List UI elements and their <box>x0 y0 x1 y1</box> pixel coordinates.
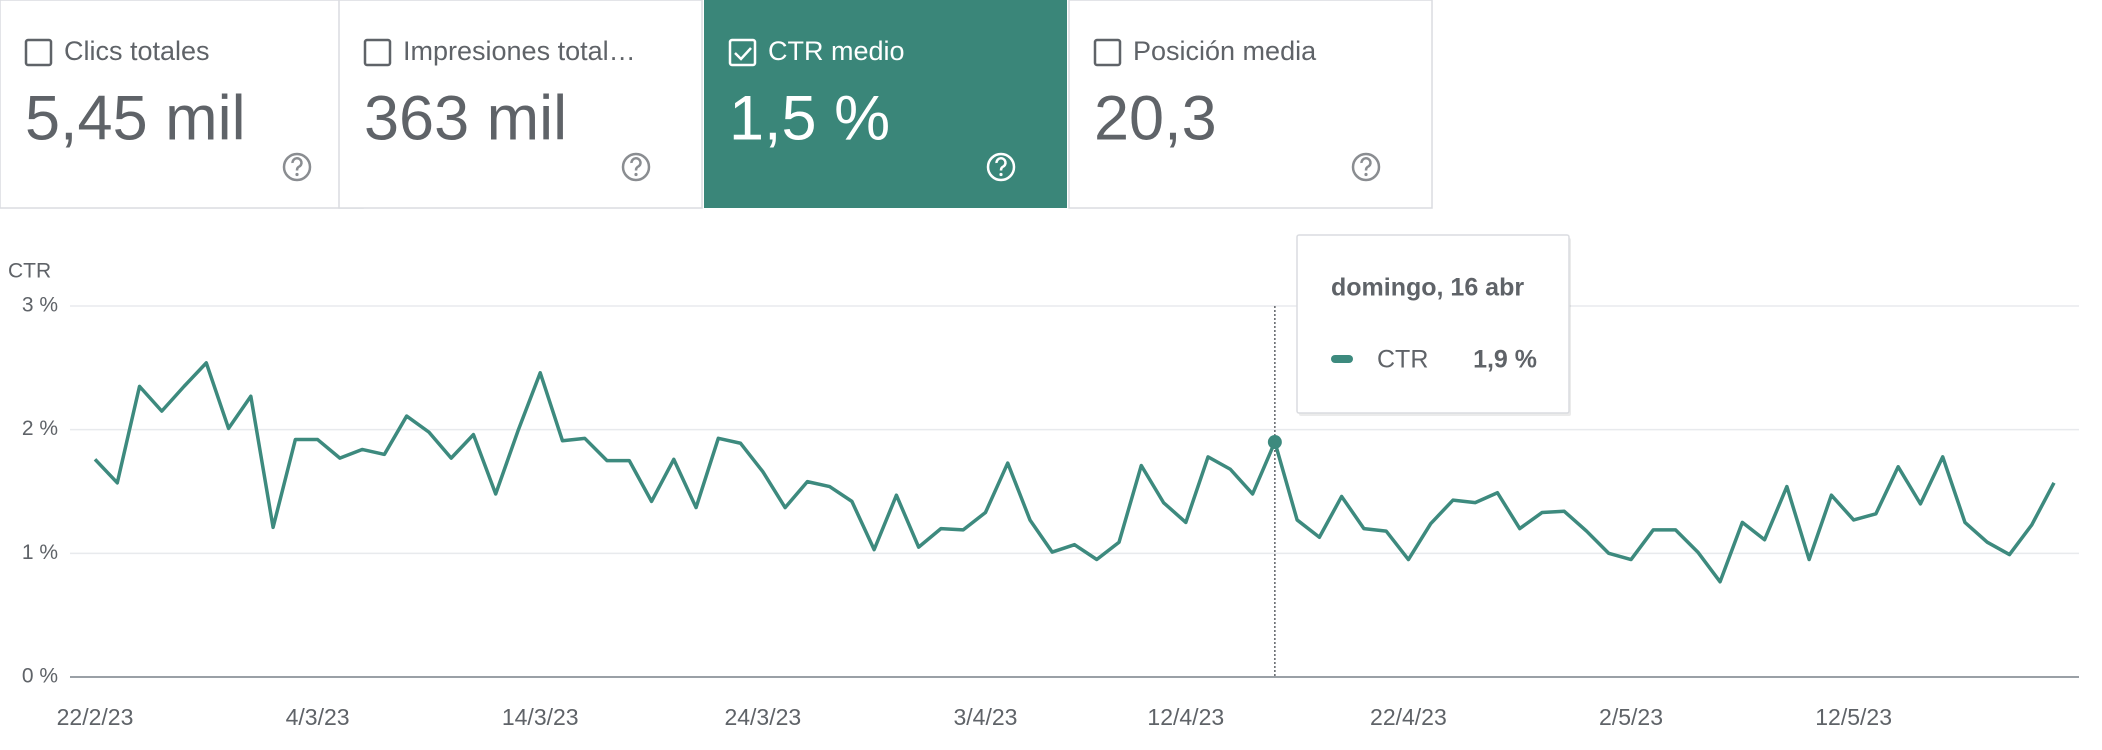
help-dot <box>999 172 1003 177</box>
tooltip-value: 1,9 % <box>1473 346 1537 374</box>
checkmark <box>734 47 752 61</box>
card-value: 20,3 <box>1094 84 1217 154</box>
help-icon[interactable] <box>282 152 312 182</box>
x-tick-label: 4/3/23 <box>286 704 350 730</box>
checkbox[interactable] <box>363 38 392 67</box>
ctr-line <box>93 361 2056 584</box>
x-tick-label: 22/4/23 <box>1370 704 1447 730</box>
x-tick-label: 2/5/23 <box>1599 704 1663 730</box>
metric-card[interactable]: Posición media 20,3 <box>1068 0 1433 209</box>
card-label: CTR medio <box>768 36 905 66</box>
tooltip-swatch <box>1331 355 1353 363</box>
help-mark <box>630 157 642 171</box>
y-tick-label: 1 % <box>22 541 58 564</box>
y-tick-label: 2 % <box>22 417 58 440</box>
metric-card[interactable]: Clics totales 5,45 mil <box>0 0 364 209</box>
x-tick-label: 14/3/23 <box>502 704 579 730</box>
help-mark <box>1360 157 1372 171</box>
card-background <box>0 0 364 209</box>
x-tick-label: 12/4/23 <box>1147 704 1224 730</box>
help-icon[interactable] <box>1351 152 1381 182</box>
metric-card[interactable]: CTR medio 1,5 % <box>704 0 1067 208</box>
help-dot <box>634 172 638 177</box>
checkbox[interactable] <box>1093 38 1122 67</box>
card-background <box>1068 0 1433 209</box>
help-icon[interactable] <box>621 152 651 182</box>
card-value: 363 mil <box>364 84 567 154</box>
metric-card[interactable]: Impresiones total… 363 mil <box>338 0 703 209</box>
y-tick-label: 0 % <box>22 665 58 688</box>
x-tick-label: 3/4/23 <box>953 704 1017 730</box>
tooltip-box <box>1296 234 1570 414</box>
hover-point <box>1267 435 1282 450</box>
card-label: Clics totales <box>64 36 210 66</box>
card-background <box>704 0 1067 208</box>
card-value: 5,45 mil <box>25 84 246 154</box>
checkbox[interactable] <box>24 38 53 67</box>
card-label: Impresiones total… <box>403 36 636 66</box>
tooltip-name: CTR <box>1377 346 1428 374</box>
y-axis-label: CTR <box>8 260 51 283</box>
help-dot <box>295 172 299 177</box>
help-mark <box>995 157 1007 171</box>
help-icon[interactable] <box>986 152 1016 182</box>
tooltip-date: domingo, 16 abr <box>1331 274 1524 302</box>
card-label: Posición media <box>1133 36 1317 66</box>
x-tick-label: 24/3/23 <box>724 704 801 730</box>
help-mark <box>291 157 303 171</box>
help-dot <box>1364 172 1368 177</box>
x-tick-label: 22/2/23 <box>57 704 134 730</box>
y-tick-label: 3 % <box>22 294 58 317</box>
card-background <box>338 0 703 209</box>
x-tick-label: 12/5/23 <box>1815 704 1892 730</box>
card-value: 1,5 % <box>729 84 890 154</box>
checkbox[interactable] <box>728 38 757 67</box>
